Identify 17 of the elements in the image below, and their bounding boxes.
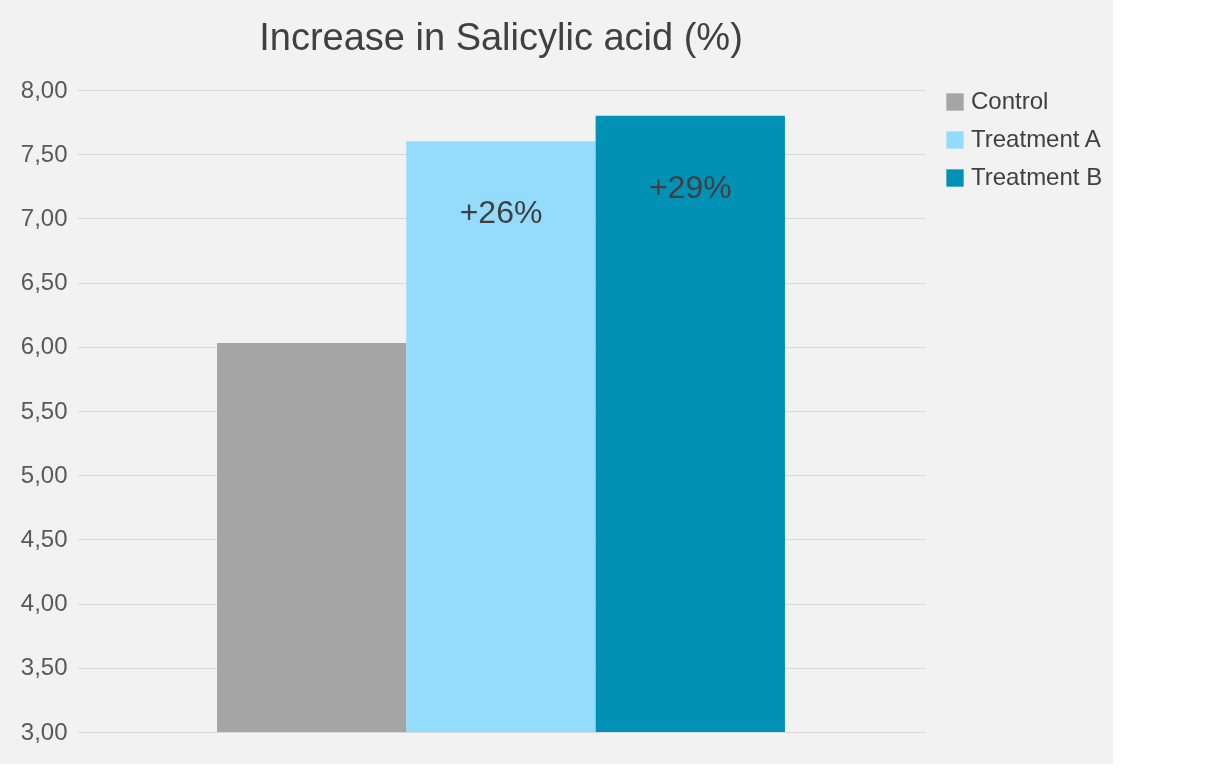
chart-title: Increase in Salicylic acid (%) — [259, 16, 743, 58]
y-tick-label: 3,50 — [20, 653, 68, 681]
y-tick-label: 6,50 — [20, 268, 68, 296]
y-tick-label: 5,00 — [20, 460, 68, 488]
y-tick-label: 4,00 — [20, 589, 68, 617]
y-tick-label: 5,50 — [20, 396, 68, 424]
y-tick-label: 8,00 — [20, 75, 68, 103]
y-tick-label: 7,50 — [20, 139, 68, 167]
annotation: +26% — [459, 194, 543, 231]
legend-label: Control — [971, 87, 1049, 114]
annotation: +29% — [648, 168, 732, 205]
legend-label: Treatment B — [971, 163, 1103, 190]
legend-label: Treatment A — [971, 125, 1101, 152]
y-tick-label: 3,00 — [20, 717, 68, 745]
y-tick-label: 4,50 — [20, 524, 68, 552]
y-tick-label: 7,00 — [20, 203, 68, 231]
y-tick-label: 6,00 — [20, 332, 68, 360]
